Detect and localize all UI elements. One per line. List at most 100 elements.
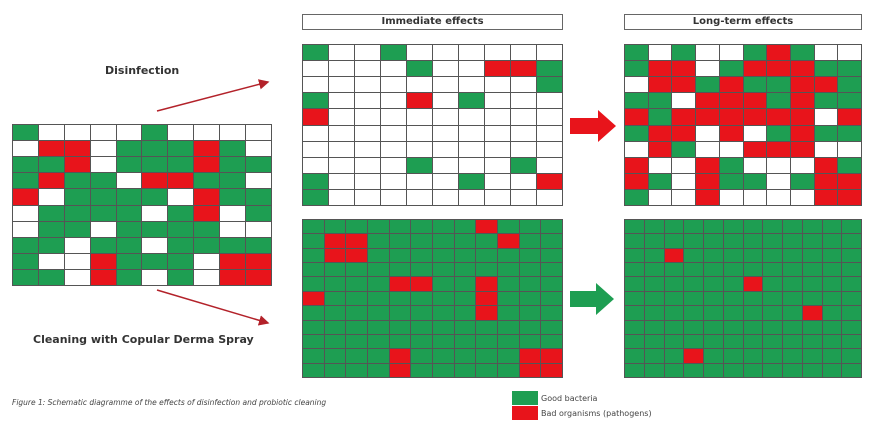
empty-cell <box>407 109 432 125</box>
good-bacteria-cell <box>743 234 763 248</box>
good-bacteria-cell <box>783 291 802 306</box>
good-bacteria-cell <box>723 220 743 234</box>
empty-cell <box>485 157 510 173</box>
good-bacteria-cell <box>704 320 723 334</box>
good-bacteria-cell <box>246 157 271 173</box>
good-bacteria-cell <box>783 277 802 291</box>
pathogen-cell <box>194 141 220 157</box>
good-bacteria-cell <box>432 320 454 334</box>
empty-cell <box>459 189 484 205</box>
empty-cell <box>672 93 696 109</box>
good-bacteria-cell <box>168 253 194 269</box>
pathogen-cell <box>541 363 562 377</box>
good-bacteria-cell <box>704 220 723 234</box>
good-bacteria-cell <box>790 173 814 189</box>
good-bacteria-cell <box>476 248 497 263</box>
good-bacteria-cell <box>367 277 389 291</box>
good-bacteria-cell <box>541 306 562 320</box>
good-bacteria-cell <box>644 263 664 277</box>
good-bacteria-cell <box>367 320 389 334</box>
good-bacteria-cell <box>411 248 432 263</box>
good-bacteria-cell <box>704 349 723 363</box>
good-bacteria-cell <box>822 234 842 248</box>
pathogen-cell <box>790 141 814 157</box>
good-bacteria-cell <box>822 263 842 277</box>
good-bacteria-cell <box>783 306 802 320</box>
good-bacteria-cell <box>684 277 703 291</box>
empty-cell <box>194 125 220 141</box>
good-bacteria-cell <box>704 334 723 349</box>
empty-cell <box>381 125 406 141</box>
good-bacteria-cell <box>743 306 763 320</box>
empty-cell <box>459 109 484 125</box>
pathogen-cell <box>719 125 743 141</box>
empty-cell <box>329 109 354 125</box>
empty-cell <box>90 221 116 237</box>
empty-cell <box>116 125 142 141</box>
good-bacteria-cell <box>432 248 454 263</box>
good-bacteria-cell <box>346 363 367 377</box>
good-bacteria-cell <box>519 220 541 234</box>
pathogen-cell <box>220 253 246 269</box>
good-bacteria-cell <box>704 248 723 263</box>
good-bacteria-cell <box>116 205 142 221</box>
good-bacteria-cell <box>648 173 672 189</box>
good-bacteria-cell <box>389 291 411 306</box>
good-bacteria-cell <box>763 220 782 234</box>
empty-cell <box>303 141 328 157</box>
good-bacteria-cell <box>664 334 684 349</box>
empty-cell <box>485 77 510 93</box>
good-bacteria-cell <box>389 263 411 277</box>
empty-cell <box>511 109 536 125</box>
pathogen-cell <box>790 61 814 77</box>
good-bacteria-cell <box>303 277 324 291</box>
empty-cell <box>433 141 458 157</box>
legend-bad-label: Bad organisms (pathogens) <box>541 408 652 418</box>
good-bacteria-cell <box>346 277 367 291</box>
empty-cell <box>537 45 562 61</box>
empty-cell <box>838 45 861 61</box>
empty-cell <box>329 61 354 77</box>
empty-cell <box>220 205 246 221</box>
good-bacteria-cell <box>303 189 328 205</box>
good-bacteria-cell <box>303 45 328 61</box>
empty-cell <box>381 61 406 77</box>
empty-cell <box>303 125 328 141</box>
empty-cell <box>433 93 458 109</box>
empty-cell <box>13 141 38 157</box>
good-bacteria-cell <box>842 363 861 377</box>
good-bacteria-cell <box>822 349 842 363</box>
empty-cell <box>407 141 432 157</box>
pathogen-cell <box>324 248 346 263</box>
good-bacteria-cell <box>432 363 454 377</box>
empty-cell <box>537 157 562 173</box>
empty-cell <box>407 77 432 93</box>
good-bacteria-cell <box>411 291 432 306</box>
good-bacteria-cell <box>519 277 541 291</box>
empty-cell <box>329 141 354 157</box>
empty-cell <box>355 93 380 109</box>
good-bacteria-cell <box>704 306 723 320</box>
good-bacteria-cell <box>664 320 684 334</box>
good-bacteria-cell <box>648 93 672 109</box>
good-bacteria-cell <box>220 157 246 173</box>
good-bacteria-cell <box>432 334 454 349</box>
good-bacteria-cell <box>407 157 432 173</box>
pathogen-cell <box>90 269 116 285</box>
good-bacteria-cell <box>743 263 763 277</box>
empty-cell <box>433 157 458 173</box>
good-bacteria-cell <box>783 234 802 248</box>
good-bacteria-cell <box>324 220 346 234</box>
empty-cell <box>381 77 406 93</box>
pathogen-cell <box>38 141 64 157</box>
pathogen-cell <box>194 157 220 173</box>
good-bacteria-cell <box>411 320 432 334</box>
good-bacteria-cell <box>346 306 367 320</box>
good-bacteria-cell <box>476 320 497 334</box>
good-bacteria-cell <box>625 349 644 363</box>
empty-cell <box>116 173 142 189</box>
good-bacteria-cell <box>684 291 703 306</box>
good-bacteria-cell <box>497 320 519 334</box>
good-bacteria-cell <box>719 61 743 77</box>
good-bacteria-cell <box>303 234 324 248</box>
